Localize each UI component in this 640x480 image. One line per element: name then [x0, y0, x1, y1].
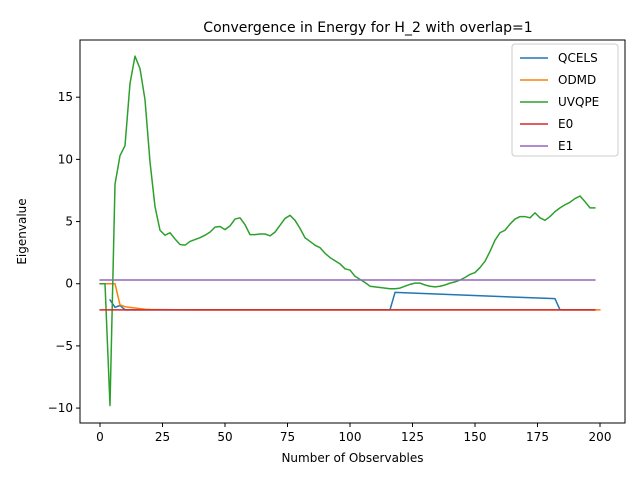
legend-label-e0: E0: [558, 117, 573, 131]
x-tick-label: 125: [401, 430, 424, 444]
x-tick-label: 200: [589, 430, 612, 444]
legend-label-qcels: QCELS: [558, 51, 598, 65]
legend-label-odmd: ODMD: [558, 73, 596, 87]
series-layer: [99, 55, 601, 407]
x-tick-label: 0: [96, 430, 104, 444]
legend-label-e1: E1: [558, 139, 573, 153]
x-tick-label: 150: [464, 430, 487, 444]
y-tick-label: −10: [48, 401, 73, 415]
y-tick-label: 0: [65, 277, 73, 291]
series-line-uvqpe: [99, 55, 596, 407]
x-tick-label: 50: [217, 430, 232, 444]
legend-box: [511, 43, 619, 157]
legend: QCELS ODMD UVQPE E0 E1: [511, 43, 619, 157]
ticks-layer: 0 25 50 75 100 125 150 175 200 −10 −5 0 5 10 15: [48, 90, 612, 444]
y-tick-label: 5: [65, 215, 73, 229]
legend-label-uvqpe: UVQPE: [558, 95, 599, 109]
chart-title: Convergence in Energy for H_2 with overl…: [203, 20, 532, 36]
x-tick-label: 100: [339, 430, 362, 444]
plot-frame: [79, 39, 626, 424]
x-tick-label: 175: [526, 430, 549, 444]
y-tick-label: 10: [58, 152, 73, 166]
x-tick-label: 25: [155, 430, 170, 444]
x-tick-label: 75: [280, 430, 295, 444]
x-axis-label: Number of Observables: [281, 451, 423, 465]
y-tick-label: 15: [58, 90, 73, 104]
y-axis-label: Eigenvalue: [15, 198, 29, 264]
y-tick-label: −5: [55, 339, 73, 353]
